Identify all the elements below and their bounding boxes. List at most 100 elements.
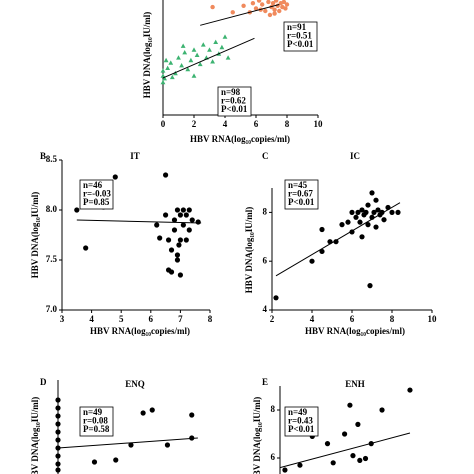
point bbox=[241, 3, 246, 9]
point bbox=[260, 2, 265, 7]
annotation-text: P<0.01 bbox=[288, 424, 315, 434]
point bbox=[389, 209, 395, 215]
point bbox=[163, 212, 169, 218]
point bbox=[371, 209, 377, 215]
point bbox=[164, 442, 171, 448]
point bbox=[168, 269, 175, 275]
point bbox=[359, 207, 365, 213]
chart-title: ENQ bbox=[125, 379, 145, 389]
point bbox=[191, 47, 197, 52]
point bbox=[281, 0, 287, 5]
y-axis-label: HBV DNA(log₁₀IU/ml) bbox=[142, 12, 152, 98]
annotation-text: r=0.43 bbox=[288, 416, 313, 426]
x-tick-label: 8 bbox=[285, 119, 290, 129]
y-tick-label: 6 bbox=[271, 452, 276, 462]
point bbox=[149, 407, 155, 413]
x-tick-label: 0 bbox=[161, 119, 166, 129]
y-tick-label: 8 bbox=[263, 206, 268, 216]
panel-letter: D bbox=[40, 377, 47, 387]
point bbox=[188, 57, 194, 63]
point bbox=[140, 410, 146, 416]
point bbox=[207, 47, 212, 52]
regression-line bbox=[275, 202, 401, 277]
annotation-text: r=0.51 bbox=[287, 31, 312, 41]
point bbox=[362, 455, 369, 462]
annotation-text: r=-0.03 bbox=[83, 189, 111, 199]
point bbox=[210, 4, 215, 10]
point bbox=[339, 222, 345, 228]
point bbox=[171, 217, 178, 223]
point bbox=[330, 460, 336, 466]
annotation-box bbox=[79, 406, 114, 437]
y-tick-label: 8.5 bbox=[46, 154, 58, 164]
point bbox=[154, 222, 160, 228]
annotation-text: P=0.85 bbox=[83, 197, 110, 207]
x-tick-label: 2 bbox=[270, 314, 275, 324]
x-axis-label: HBV RNA(log₁₀copies/ml) bbox=[190, 134, 290, 144]
regression-line bbox=[76, 219, 202, 224]
point bbox=[179, 63, 184, 68]
point bbox=[253, 6, 259, 11]
point bbox=[186, 207, 192, 213]
point bbox=[282, 467, 288, 473]
y-axis-label: HBV DNA(log₁₀IU/ml) bbox=[30, 397, 40, 474]
point bbox=[55, 421, 61, 427]
y-tick-label: 6 bbox=[263, 255, 268, 265]
point bbox=[55, 405, 61, 411]
annotation-text: n=45 bbox=[288, 180, 308, 190]
x-tick-label: 6 bbox=[149, 314, 154, 324]
point bbox=[168, 247, 175, 253]
annotation-box bbox=[79, 179, 114, 210]
x-tick-label: 4 bbox=[310, 314, 315, 324]
point bbox=[165, 237, 172, 243]
x-axis-label: HBV RNA(log₁₀copies/ml) bbox=[305, 326, 405, 336]
x-tick-label: 4 bbox=[223, 119, 228, 129]
point bbox=[183, 212, 189, 218]
annotation-text: r=0.67 bbox=[288, 189, 313, 199]
point bbox=[225, 55, 231, 60]
x-tick-label: 4 bbox=[89, 314, 94, 324]
point bbox=[355, 209, 361, 215]
x-tick-label: 6 bbox=[350, 314, 355, 324]
point bbox=[74, 207, 80, 213]
chart-title: IT bbox=[130, 151, 140, 161]
point bbox=[171, 227, 178, 233]
point bbox=[182, 50, 188, 55]
point bbox=[160, 79, 166, 85]
regression-line bbox=[279, 432, 411, 469]
point bbox=[250, 1, 256, 6]
point bbox=[273, 295, 279, 301]
chart-title: ENH bbox=[345, 379, 365, 389]
point bbox=[55, 413, 61, 419]
point bbox=[163, 57, 169, 63]
point bbox=[319, 226, 325, 233]
y-axis-label: HBV DNA(log₁₀IU/ml) bbox=[252, 397, 262, 474]
point bbox=[200, 42, 206, 47]
annotation-text: r=0.08 bbox=[83, 416, 108, 426]
point bbox=[284, 2, 290, 7]
point bbox=[267, 12, 273, 18]
point bbox=[369, 190, 375, 196]
point bbox=[297, 462, 303, 468]
y-axis-label: HBV DNA(log₁₀IU/ml) bbox=[30, 192, 40, 278]
point bbox=[112, 174, 118, 180]
point bbox=[222, 34, 228, 39]
x-tick-label: 5 bbox=[119, 314, 124, 324]
point bbox=[277, 8, 282, 14]
point bbox=[177, 272, 183, 278]
panel-letter: C bbox=[262, 151, 269, 161]
point bbox=[273, 0, 279, 3]
point bbox=[350, 453, 356, 459]
y-tick-label: 8 bbox=[271, 404, 276, 414]
point bbox=[381, 217, 387, 223]
point bbox=[180, 43, 186, 48]
x-axis-label: HBV RNA(log₁₀copies/ml) bbox=[90, 326, 190, 336]
point bbox=[367, 283, 373, 289]
point bbox=[319, 248, 325, 255]
point bbox=[347, 402, 353, 408]
point bbox=[342, 431, 348, 437]
point bbox=[194, 52, 200, 57]
point bbox=[55, 429, 61, 435]
point bbox=[407, 387, 413, 393]
